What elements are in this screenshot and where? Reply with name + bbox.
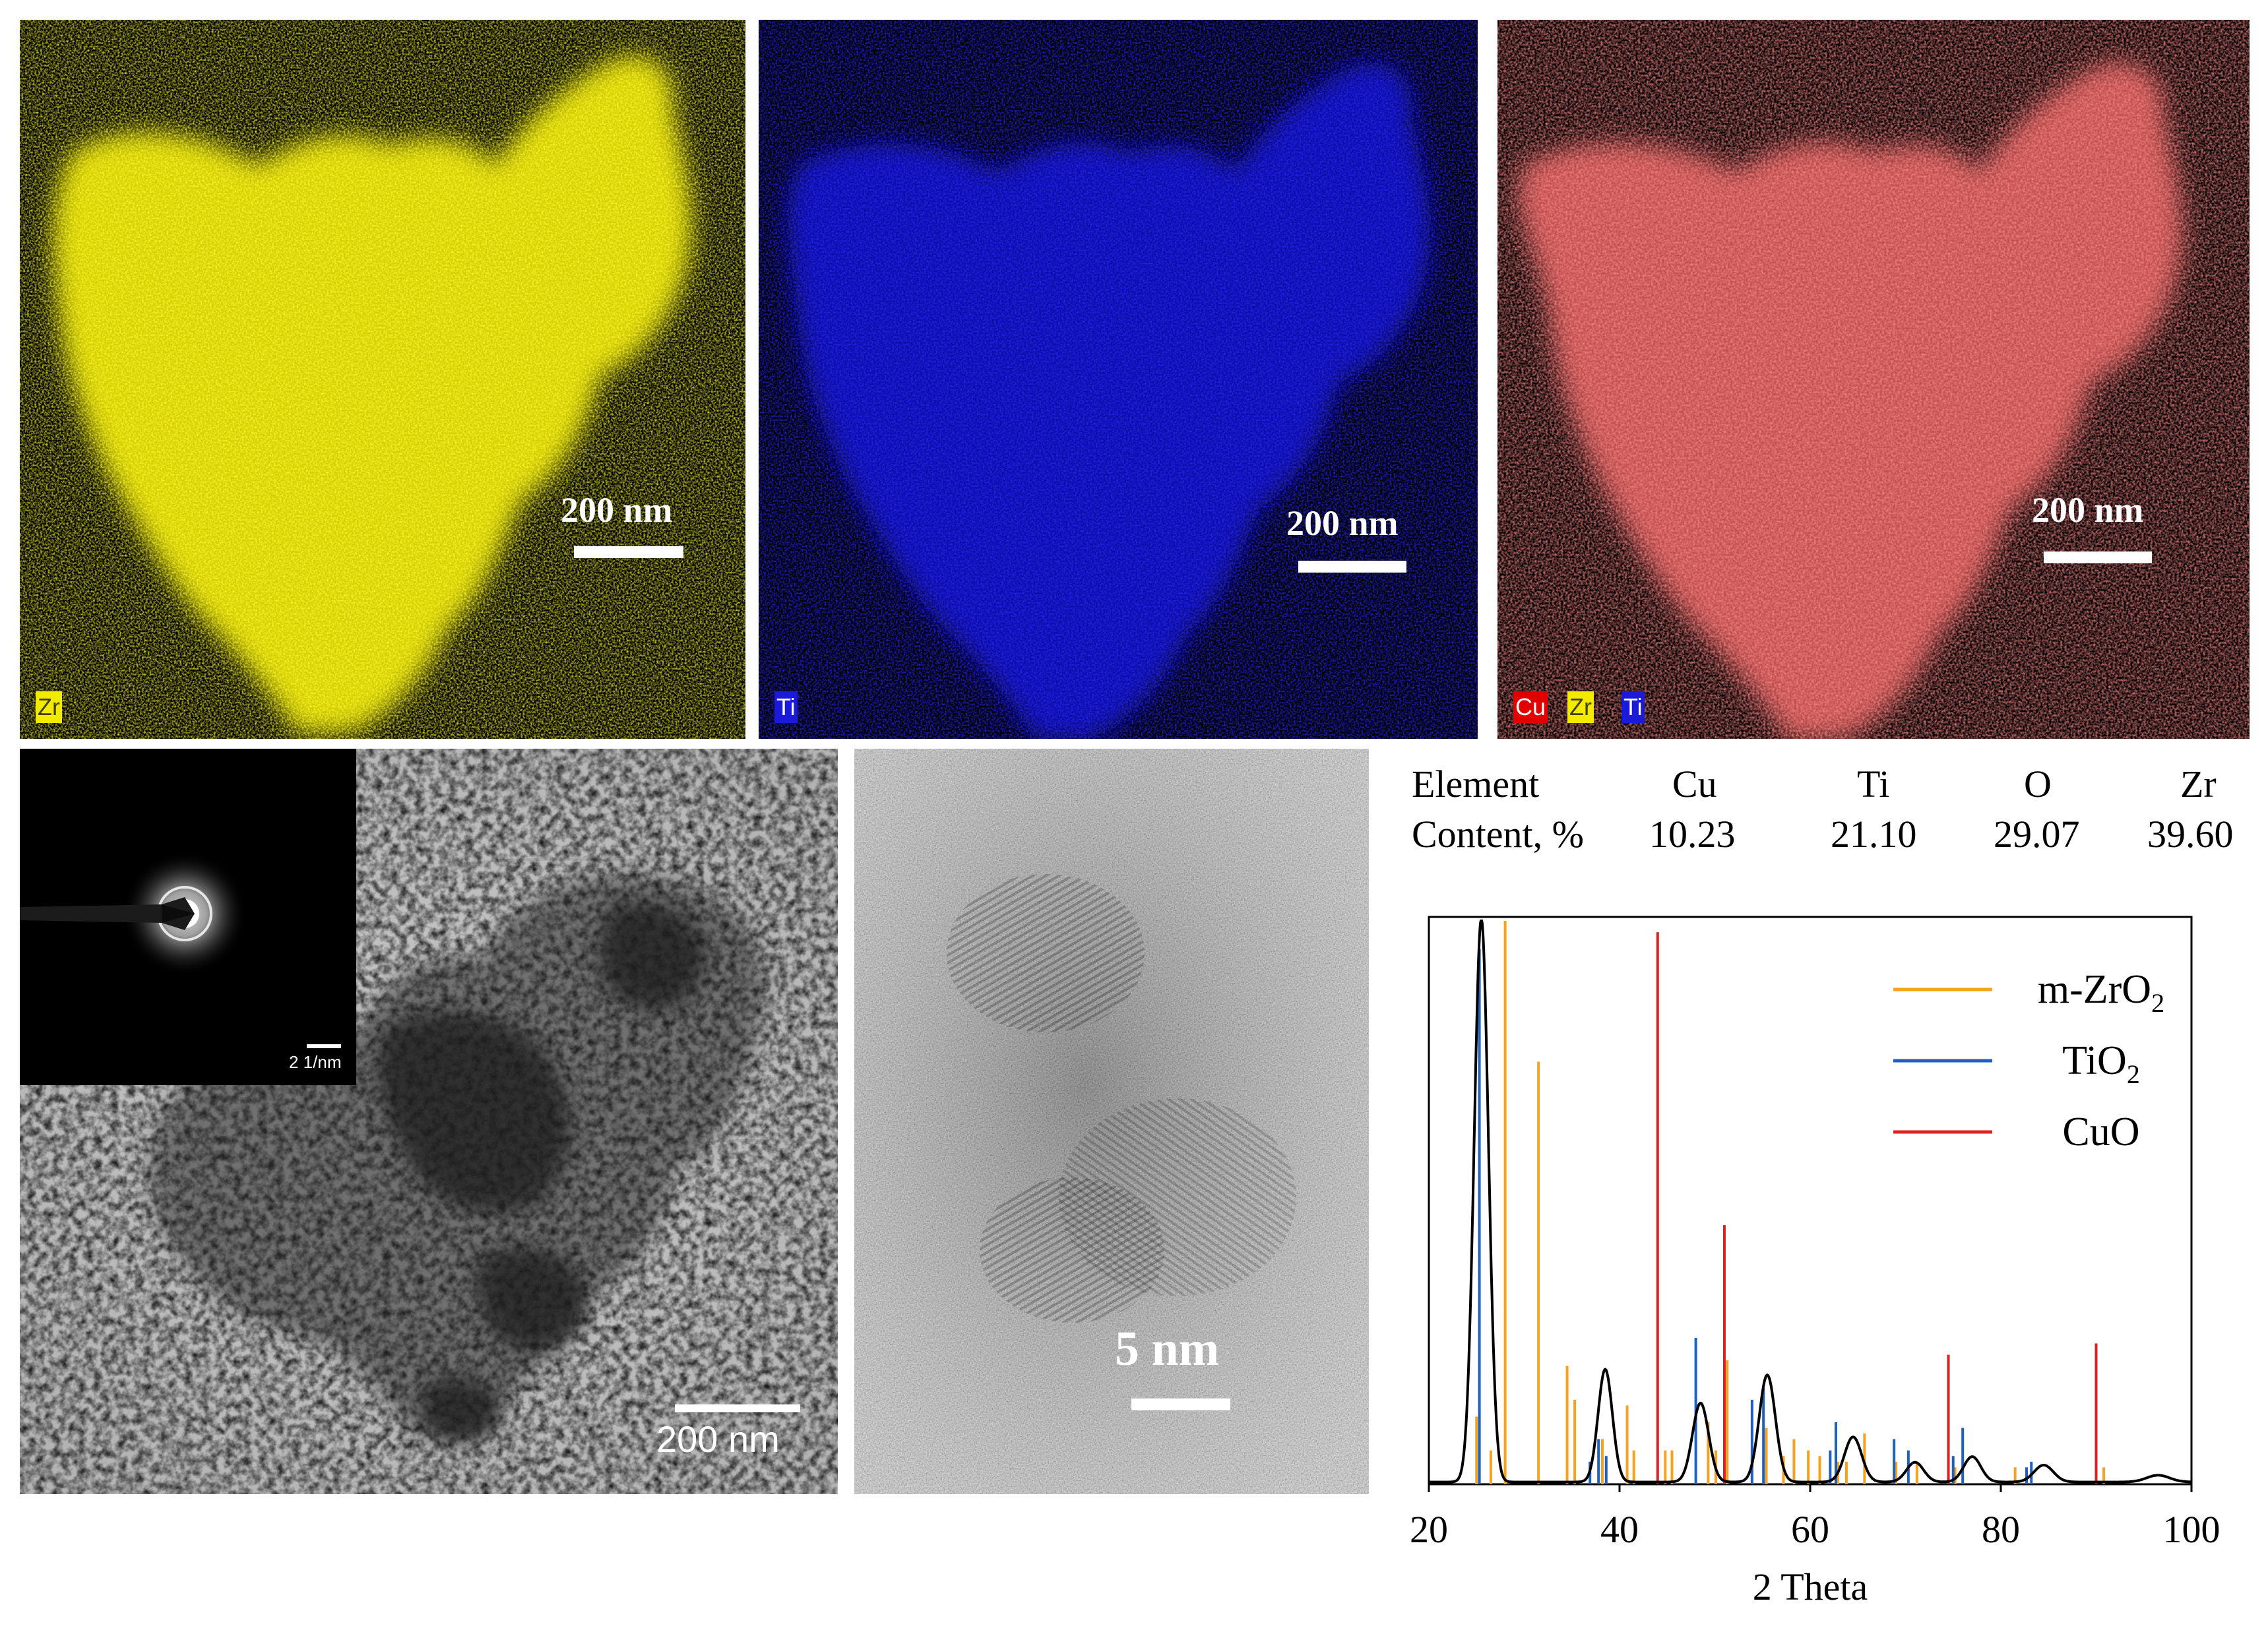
inset-scale-bar xyxy=(307,1044,341,1048)
scale-bar-label: 200 nm xyxy=(656,1418,780,1460)
chart-legend: m-ZrO2 TiO2 CuO xyxy=(1893,967,2164,1154)
element-tag-cu: Cu xyxy=(1513,691,1548,723)
table-header-cu: Cu xyxy=(1672,763,1717,805)
ti-map-image xyxy=(759,20,1478,739)
x-axis-label: 2 Theta xyxy=(1753,1565,1868,1608)
element-legend: Cu Zr Ti xyxy=(1513,691,1711,723)
x-tick-label: 80 xyxy=(1982,1508,2020,1551)
table-cell-cu: 10.23 xyxy=(1649,813,1736,856)
diffraction-pattern-image xyxy=(20,851,247,976)
table-header-ti: Ti xyxy=(1857,763,1890,805)
legend-label: m-ZrO2 xyxy=(2038,967,2164,1018)
scale-bar-label: 200 nm xyxy=(561,490,673,530)
x-tick-label: 100 xyxy=(2163,1508,2221,1551)
hrtem-panel: 5 nm xyxy=(854,749,1369,1494)
ti-map-panel: 200 nm Ti xyxy=(759,20,1478,739)
scale-bar-label: 200 nm xyxy=(1286,503,1399,543)
legend-label: TiO2 xyxy=(2062,1038,2140,1089)
reference-lines xyxy=(1475,921,2106,1484)
measured-pattern-line xyxy=(1429,920,2191,1484)
xrd-chart: 20 40 60 80 100 2 Theta m-ZrO2 TiO2 CuO xyxy=(1410,916,2221,1608)
tem-panel: 2 1/nm 200 nm xyxy=(20,749,838,1494)
zr-map-panel: 200 nm Zr xyxy=(20,20,745,739)
diffraction-inset: 2 1/nm xyxy=(20,749,356,1085)
legend-label: CuO xyxy=(2062,1110,2139,1154)
scale-bar xyxy=(675,1404,800,1412)
overlay-map-image xyxy=(1497,20,2250,739)
scale-bar-label: 5 nm xyxy=(1115,1322,1220,1376)
table-cell-zr: 39.60 xyxy=(2147,813,2234,856)
scale-bar xyxy=(574,546,683,558)
table-cell-o: 29.07 xyxy=(1994,813,2080,856)
composition-table: Element Cu Ti O Zr Content, % 10.23 21.1… xyxy=(1405,762,2263,881)
element-tag-zr: Zr xyxy=(36,691,62,723)
scale-bar-label: 200 nm xyxy=(2032,490,2144,530)
x-tick-label: 40 xyxy=(1600,1508,1639,1551)
table-header-o: O xyxy=(2024,763,2052,805)
zr-map-image xyxy=(20,20,745,739)
overlay-map-panel: 200 nm Cu Zr Ti xyxy=(1497,20,2250,739)
axes: 20 40 60 80 100 2 Theta xyxy=(1410,1484,2221,1608)
scale-bar xyxy=(1298,561,1406,573)
hrtem-image xyxy=(854,749,1369,1494)
x-tick-label: 20 xyxy=(1410,1508,1448,1551)
table-header-element: Element xyxy=(1412,763,1540,805)
table-header-zr: Zr xyxy=(2180,763,2217,805)
element-tag-ti: Ti xyxy=(774,691,798,723)
table-cell-ti: 21.10 xyxy=(1831,813,1917,856)
x-tick-label: 60 xyxy=(1791,1508,1829,1551)
tem-image xyxy=(20,749,838,1494)
element-tag-ti: Ti xyxy=(1622,691,1645,723)
scale-bar xyxy=(2044,551,2152,563)
element-tag-zr: Zr xyxy=(1567,691,1594,723)
table-row-label: Content, % xyxy=(1412,813,1584,856)
inset-scale-bar-label: 2 1/nm xyxy=(289,1052,342,1072)
scale-bar xyxy=(1131,1398,1230,1410)
